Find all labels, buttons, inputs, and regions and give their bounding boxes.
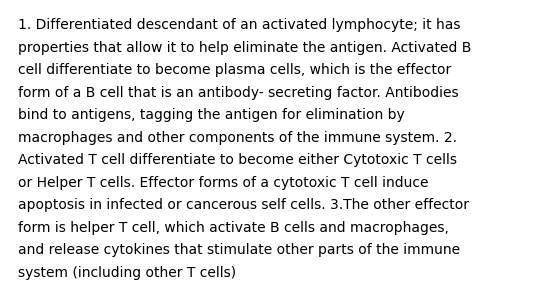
Text: form of a B cell that is an antibody- secreting factor. Antibodies: form of a B cell that is an antibody- se…: [18, 86, 459, 100]
Text: form is helper T cell, which activate B cells and macrophages,: form is helper T cell, which activate B …: [18, 221, 449, 234]
Text: properties that allow it to help eliminate the antigen. Activated B: properties that allow it to help elimina…: [18, 40, 472, 54]
Text: and release cytokines that stimulate other parts of the immune: and release cytokines that stimulate oth…: [18, 243, 460, 257]
Text: bind to antigens, tagging the antigen for elimination by: bind to antigens, tagging the antigen fo…: [18, 108, 405, 122]
Text: system (including other T cells): system (including other T cells): [18, 265, 236, 280]
Text: cell differentiate to become plasma cells, which is the effector: cell differentiate to become plasma cell…: [18, 63, 451, 77]
Text: or Helper T cells. Effector forms of a cytotoxic T cell induce: or Helper T cells. Effector forms of a c…: [18, 176, 429, 190]
Text: Activated T cell differentiate to become either Cytotoxic T cells: Activated T cell differentiate to become…: [18, 153, 457, 167]
Text: 1. Differentiated descendant of an activated lymphocyte; it has: 1. Differentiated descendant of an activ…: [18, 18, 460, 32]
Text: apoptosis in infected or cancerous self cells. 3.The other effector: apoptosis in infected or cancerous self …: [18, 198, 469, 212]
Text: macrophages and other components of the immune system. 2.: macrophages and other components of the …: [18, 130, 457, 144]
